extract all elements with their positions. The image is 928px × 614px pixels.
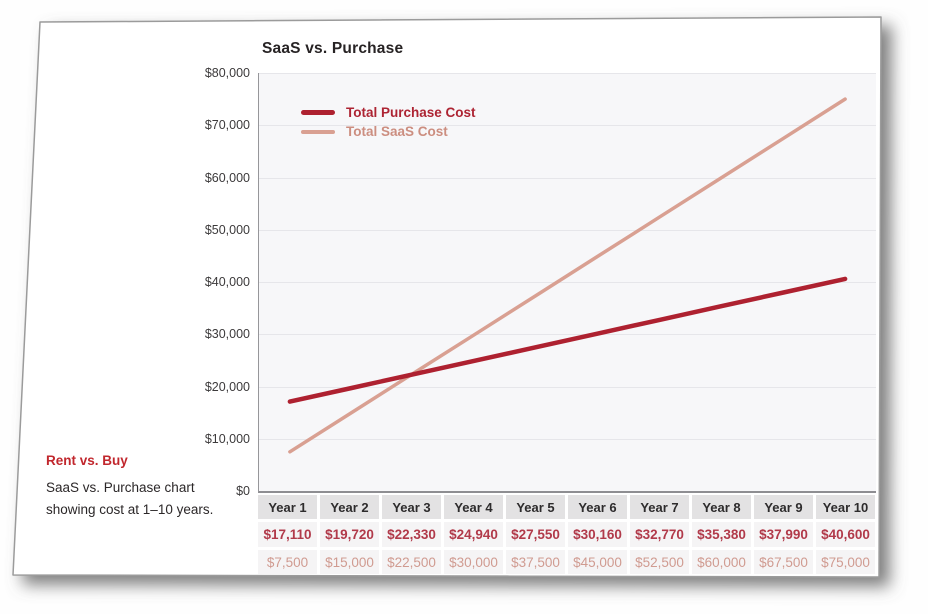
purchase-line-swatch (301, 110, 335, 115)
purchase-cost-cell: $40,600 (816, 522, 875, 547)
y-tick-label: $60,000 (204, 170, 250, 185)
table-header-cell: Year 5 (506, 495, 565, 519)
caption-line-2: showing cost at 1–10 years. (46, 502, 214, 517)
table-header-cell: Year 7 (630, 495, 689, 519)
y-tick-label: $50,000 (204, 222, 250, 237)
cost-table: Year 1 Year 2 Year 3 Year 4 Year 5 Year 6 Year… (258, 495, 875, 574)
saas-cost-cell: $22,500 (382, 550, 441, 574)
gridline (259, 73, 876, 74)
series-line-saas (288, 97, 847, 454)
plot-area: Total Purchase Cost Total SaaS Cost (258, 73, 876, 493)
gridline (259, 177, 876, 179)
saas-cost-cell: $37,500 (506, 550, 565, 574)
caption-heading: Rent vs. Buy (46, 453, 128, 468)
saas-cost-cell: $52,500 (630, 550, 689, 574)
y-tick-label: $80,000 (204, 66, 250, 80)
saas-line-swatch (301, 129, 335, 134)
purchase-cost-cell: $24,940 (444, 522, 503, 547)
gridline (259, 438, 876, 440)
y-tick-label: $40,000 (204, 275, 250, 289)
legend-label-saas: Total SaaS Cost (346, 124, 448, 139)
purchase-cost-cell: $19,720 (320, 522, 379, 547)
saas-cost-cell: $7,500 (258, 550, 317, 574)
y-tick-label: $20,000 (204, 379, 250, 394)
saas-cost-cell: $67,500 (754, 550, 813, 574)
table-header-cell: Year 3 (382, 495, 441, 519)
purchase-cost-cell: $27,550 (506, 522, 565, 547)
gridline (259, 229, 876, 231)
purchase-cost-cell: $37,990 (754, 522, 813, 547)
saas-cost-cell: $60,000 (692, 550, 751, 574)
purchase-cost-cell: $35,380 (692, 522, 751, 547)
saas-cost-cell: $15,000 (320, 550, 379, 574)
saas-cost-cell: $45,000 (568, 550, 627, 574)
chart-lines (287, 97, 848, 454)
y-tick-label: $10,000 (204, 431, 250, 446)
y-tick-label: $0 (236, 484, 250, 498)
gridline (259, 334, 876, 336)
table-header-cell: Year 9 (754, 495, 813, 519)
table-header-cell: Year 1 (258, 495, 317, 519)
page-content: SaaS vs. Purchase $80,000 $70,000 $60,000 $… (38, 22, 883, 578)
table-header-cell: Year 6 (568, 495, 627, 519)
y-tick-label: $70,000 (204, 118, 250, 133)
caption-line-1: SaaS vs. Purchase chart (46, 480, 195, 495)
table-header-cell: Year 4 (444, 495, 503, 519)
gridline (259, 125, 876, 127)
saas-cost-cell: $30,000 (444, 550, 503, 574)
table-header-cell: Year 10 (816, 495, 875, 519)
series-line-purchase (287, 276, 848, 404)
gridline (259, 386, 876, 388)
purchase-cost-cell: $32,770 (630, 522, 689, 547)
table-header-cell: Year 2 (320, 495, 379, 519)
purchase-cost-cell: $30,160 (568, 522, 627, 547)
purchase-cost-cell: $17,110 (258, 522, 317, 547)
chart-title: SaaS vs. Purchase (262, 40, 404, 57)
legend-label-purchase: Total Purchase Cost (346, 105, 476, 120)
legend-item-purchase: Total Purchase Cost (301, 104, 476, 121)
y-axis-labels: $80,000 $70,000 $60,000 $50,000 $40,000 $30,0… (38, 66, 250, 498)
table-header-cell: Year 8 (692, 495, 751, 519)
figure-caption: Rent vs. Buy SaaS vs. Purchase chart sho… (46, 453, 241, 521)
chart-legend: Total Purchase Cost Total SaaS Cost (301, 104, 476, 142)
gridline (259, 282, 876, 283)
legend-item-saas: Total SaaS Cost (301, 123, 476, 140)
y-tick-label: $30,000 (204, 327, 250, 342)
saas-cost-cell: $75,000 (816, 550, 875, 574)
purchase-cost-cell: $22,330 (382, 522, 441, 547)
